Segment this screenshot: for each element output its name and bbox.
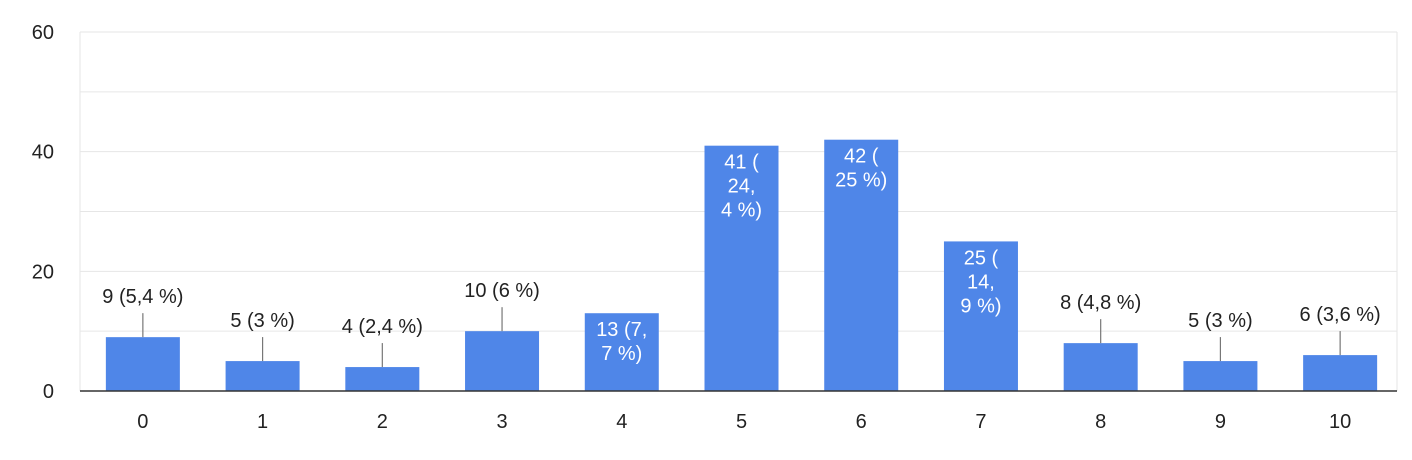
data-label: 25 ( xyxy=(964,247,999,269)
x-tick-label: 2 xyxy=(377,411,388,433)
data-label: 6 (3,6 %) xyxy=(1300,304,1381,326)
bar xyxy=(1063,343,1138,391)
data-label: 4 %) xyxy=(721,200,762,222)
data-label: 8 (4,8 %) xyxy=(1060,292,1141,314)
bar xyxy=(105,337,180,391)
data-label: 13 (7, xyxy=(596,319,647,341)
data-label: 14, xyxy=(967,271,995,293)
bar xyxy=(943,241,1018,391)
data-label: 41 ( xyxy=(724,152,759,174)
data-label: 25 %) xyxy=(835,170,887,192)
data-label: 42 ( xyxy=(844,146,879,168)
bar xyxy=(584,313,659,391)
data-label: 5 (3 %) xyxy=(1188,310,1252,332)
y-tick-label: 60 xyxy=(32,22,54,44)
y-tick-label: 20 xyxy=(32,261,54,283)
bar xyxy=(824,139,899,391)
x-tick-label: 1 xyxy=(257,411,268,433)
y-tick-label: 0 xyxy=(43,381,54,403)
bar xyxy=(225,361,300,391)
x-tick-label: 6 xyxy=(856,411,867,433)
data-label: 24, xyxy=(728,176,756,198)
data-label: 4 (2,4 %) xyxy=(342,316,423,338)
x-tick-label: 10 xyxy=(1329,411,1351,433)
bar xyxy=(1183,361,1258,391)
x-tick-label: 9 xyxy=(1215,411,1226,433)
bar xyxy=(345,367,420,391)
data-label: 9 %) xyxy=(960,295,1001,317)
data-label: 7 %) xyxy=(601,343,642,365)
x-tick-label: 4 xyxy=(616,411,627,433)
data-label: 5 (3 %) xyxy=(230,310,294,332)
data-label: 10 (6 %) xyxy=(464,280,540,302)
x-tick-label: 0 xyxy=(137,411,148,433)
y-tick-label: 40 xyxy=(32,142,54,164)
x-tick-label: 5 xyxy=(736,411,747,433)
bar xyxy=(465,331,540,391)
x-tick-label: 7 xyxy=(975,411,986,433)
x-tick-label: 3 xyxy=(496,411,507,433)
bar xyxy=(704,145,779,391)
data-label: 9 (5,4 %) xyxy=(102,286,183,308)
bar xyxy=(1303,355,1378,391)
x-tick-label: 8 xyxy=(1095,411,1106,433)
